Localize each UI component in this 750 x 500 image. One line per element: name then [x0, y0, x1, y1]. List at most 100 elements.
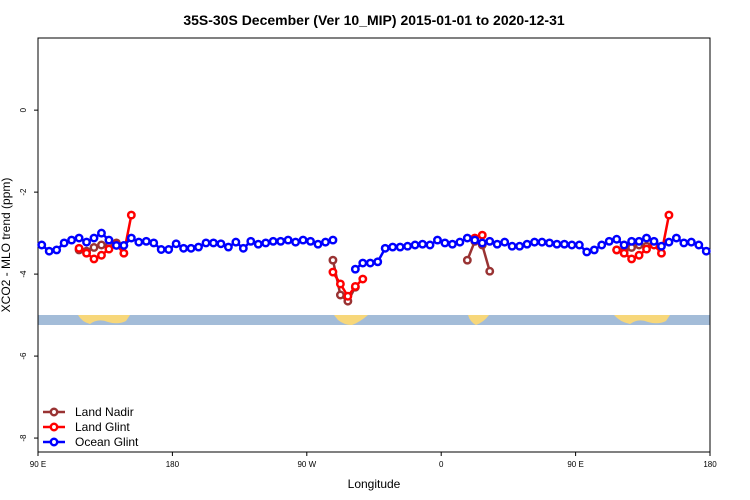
data-point — [164, 245, 174, 254]
data-point — [500, 237, 510, 247]
data-point — [612, 245, 622, 255]
legend-label: Land Nadir — [75, 405, 134, 419]
data-point — [82, 248, 91, 258]
data-point — [52, 245, 62, 255]
data-point — [276, 236, 286, 246]
data-point — [268, 236, 278, 246]
data-point — [574, 240, 584, 250]
data-point — [134, 237, 144, 247]
data-point — [328, 255, 338, 265]
data-point — [335, 279, 345, 289]
data-point — [537, 237, 547, 247]
data-point — [612, 234, 622, 244]
chart-title: 35S-30S December (Ver 10_MIP) 2015-01-01… — [183, 12, 565, 28]
data-point — [104, 235, 114, 245]
land-africa — [468, 315, 489, 325]
data-point — [694, 240, 704, 250]
x-tick-label: 180 — [166, 460, 180, 469]
data-point — [664, 237, 674, 247]
data-point — [447, 239, 457, 249]
data-point — [619, 240, 629, 250]
data-point — [179, 243, 189, 253]
data-point — [477, 230, 487, 240]
data-point — [679, 238, 689, 248]
data-point — [597, 240, 607, 250]
data-point — [194, 242, 203, 252]
data-point — [671, 233, 681, 243]
data-point — [380, 243, 390, 253]
data-point — [321, 237, 330, 247]
data-point — [67, 235, 77, 245]
data-point — [104, 244, 114, 254]
data-point — [545, 238, 554, 248]
land-australia — [614, 315, 670, 324]
data-point — [141, 236, 151, 246]
data-point — [455, 237, 465, 247]
y-axis-label: XCO2 - MLO trend (ppm) — [0, 178, 13, 313]
data-point — [410, 240, 420, 250]
data-point — [253, 239, 263, 249]
data-point — [627, 236, 637, 246]
data-point — [126, 233, 136, 243]
data-point — [507, 241, 517, 251]
data-point — [119, 240, 129, 250]
series — [74, 210, 674, 301]
data-point — [462, 233, 472, 243]
data-point — [522, 239, 532, 249]
data-point — [223, 242, 233, 252]
data-point — [627, 254, 637, 264]
data-point — [649, 236, 659, 246]
data-point — [604, 236, 614, 246]
data-point — [171, 239, 181, 249]
legend-label: Ocean Glint — [75, 435, 139, 449]
data-point — [82, 237, 91, 247]
data-point — [492, 239, 502, 249]
data-point — [238, 243, 248, 253]
data-point — [201, 238, 211, 248]
data-point — [664, 210, 674, 220]
legend-marker — [49, 422, 59, 432]
data-point — [313, 239, 323, 249]
y-tick-label: -6 — [19, 352, 28, 360]
data-point — [365, 258, 375, 268]
legend-label: Land Glint — [75, 420, 130, 434]
land-south-america — [334, 315, 368, 325]
data-point — [425, 240, 435, 250]
data-point — [119, 248, 129, 258]
data-point — [395, 242, 405, 252]
x-tick-label: 90 W — [297, 460, 316, 469]
data-point — [433, 235, 442, 245]
data-point — [74, 243, 84, 253]
data-point — [111, 240, 121, 250]
data-point — [350, 264, 360, 274]
x-tick-label: 0 — [439, 460, 444, 469]
data-point — [97, 240, 106, 250]
data-point — [89, 243, 99, 252]
data-point — [485, 236, 495, 246]
x-axis-label: Longitude — [348, 477, 401, 491]
data-point — [37, 240, 47, 250]
data-point — [231, 237, 241, 247]
data-point — [515, 241, 525, 251]
data-point — [485, 266, 495, 276]
data-point — [701, 246, 711, 256]
data-point — [283, 235, 293, 245]
data-point — [462, 255, 472, 265]
legend-marker — [49, 407, 59, 417]
y-tick-label: -2 — [19, 188, 28, 196]
data-point — [403, 241, 413, 251]
data-point — [388, 242, 398, 252]
x-tick-label: 90 E — [30, 460, 46, 469]
data-point — [657, 241, 666, 251]
y-tick-label: -4 — [19, 270, 28, 278]
data-point — [657, 248, 666, 258]
data-point — [261, 238, 271, 248]
data-point — [209, 238, 218, 248]
data-point — [246, 236, 256, 246]
data-point — [686, 237, 696, 247]
data-point — [530, 237, 539, 247]
data-point — [149, 238, 159, 248]
data-point — [440, 238, 450, 248]
data-point — [74, 233, 84, 243]
